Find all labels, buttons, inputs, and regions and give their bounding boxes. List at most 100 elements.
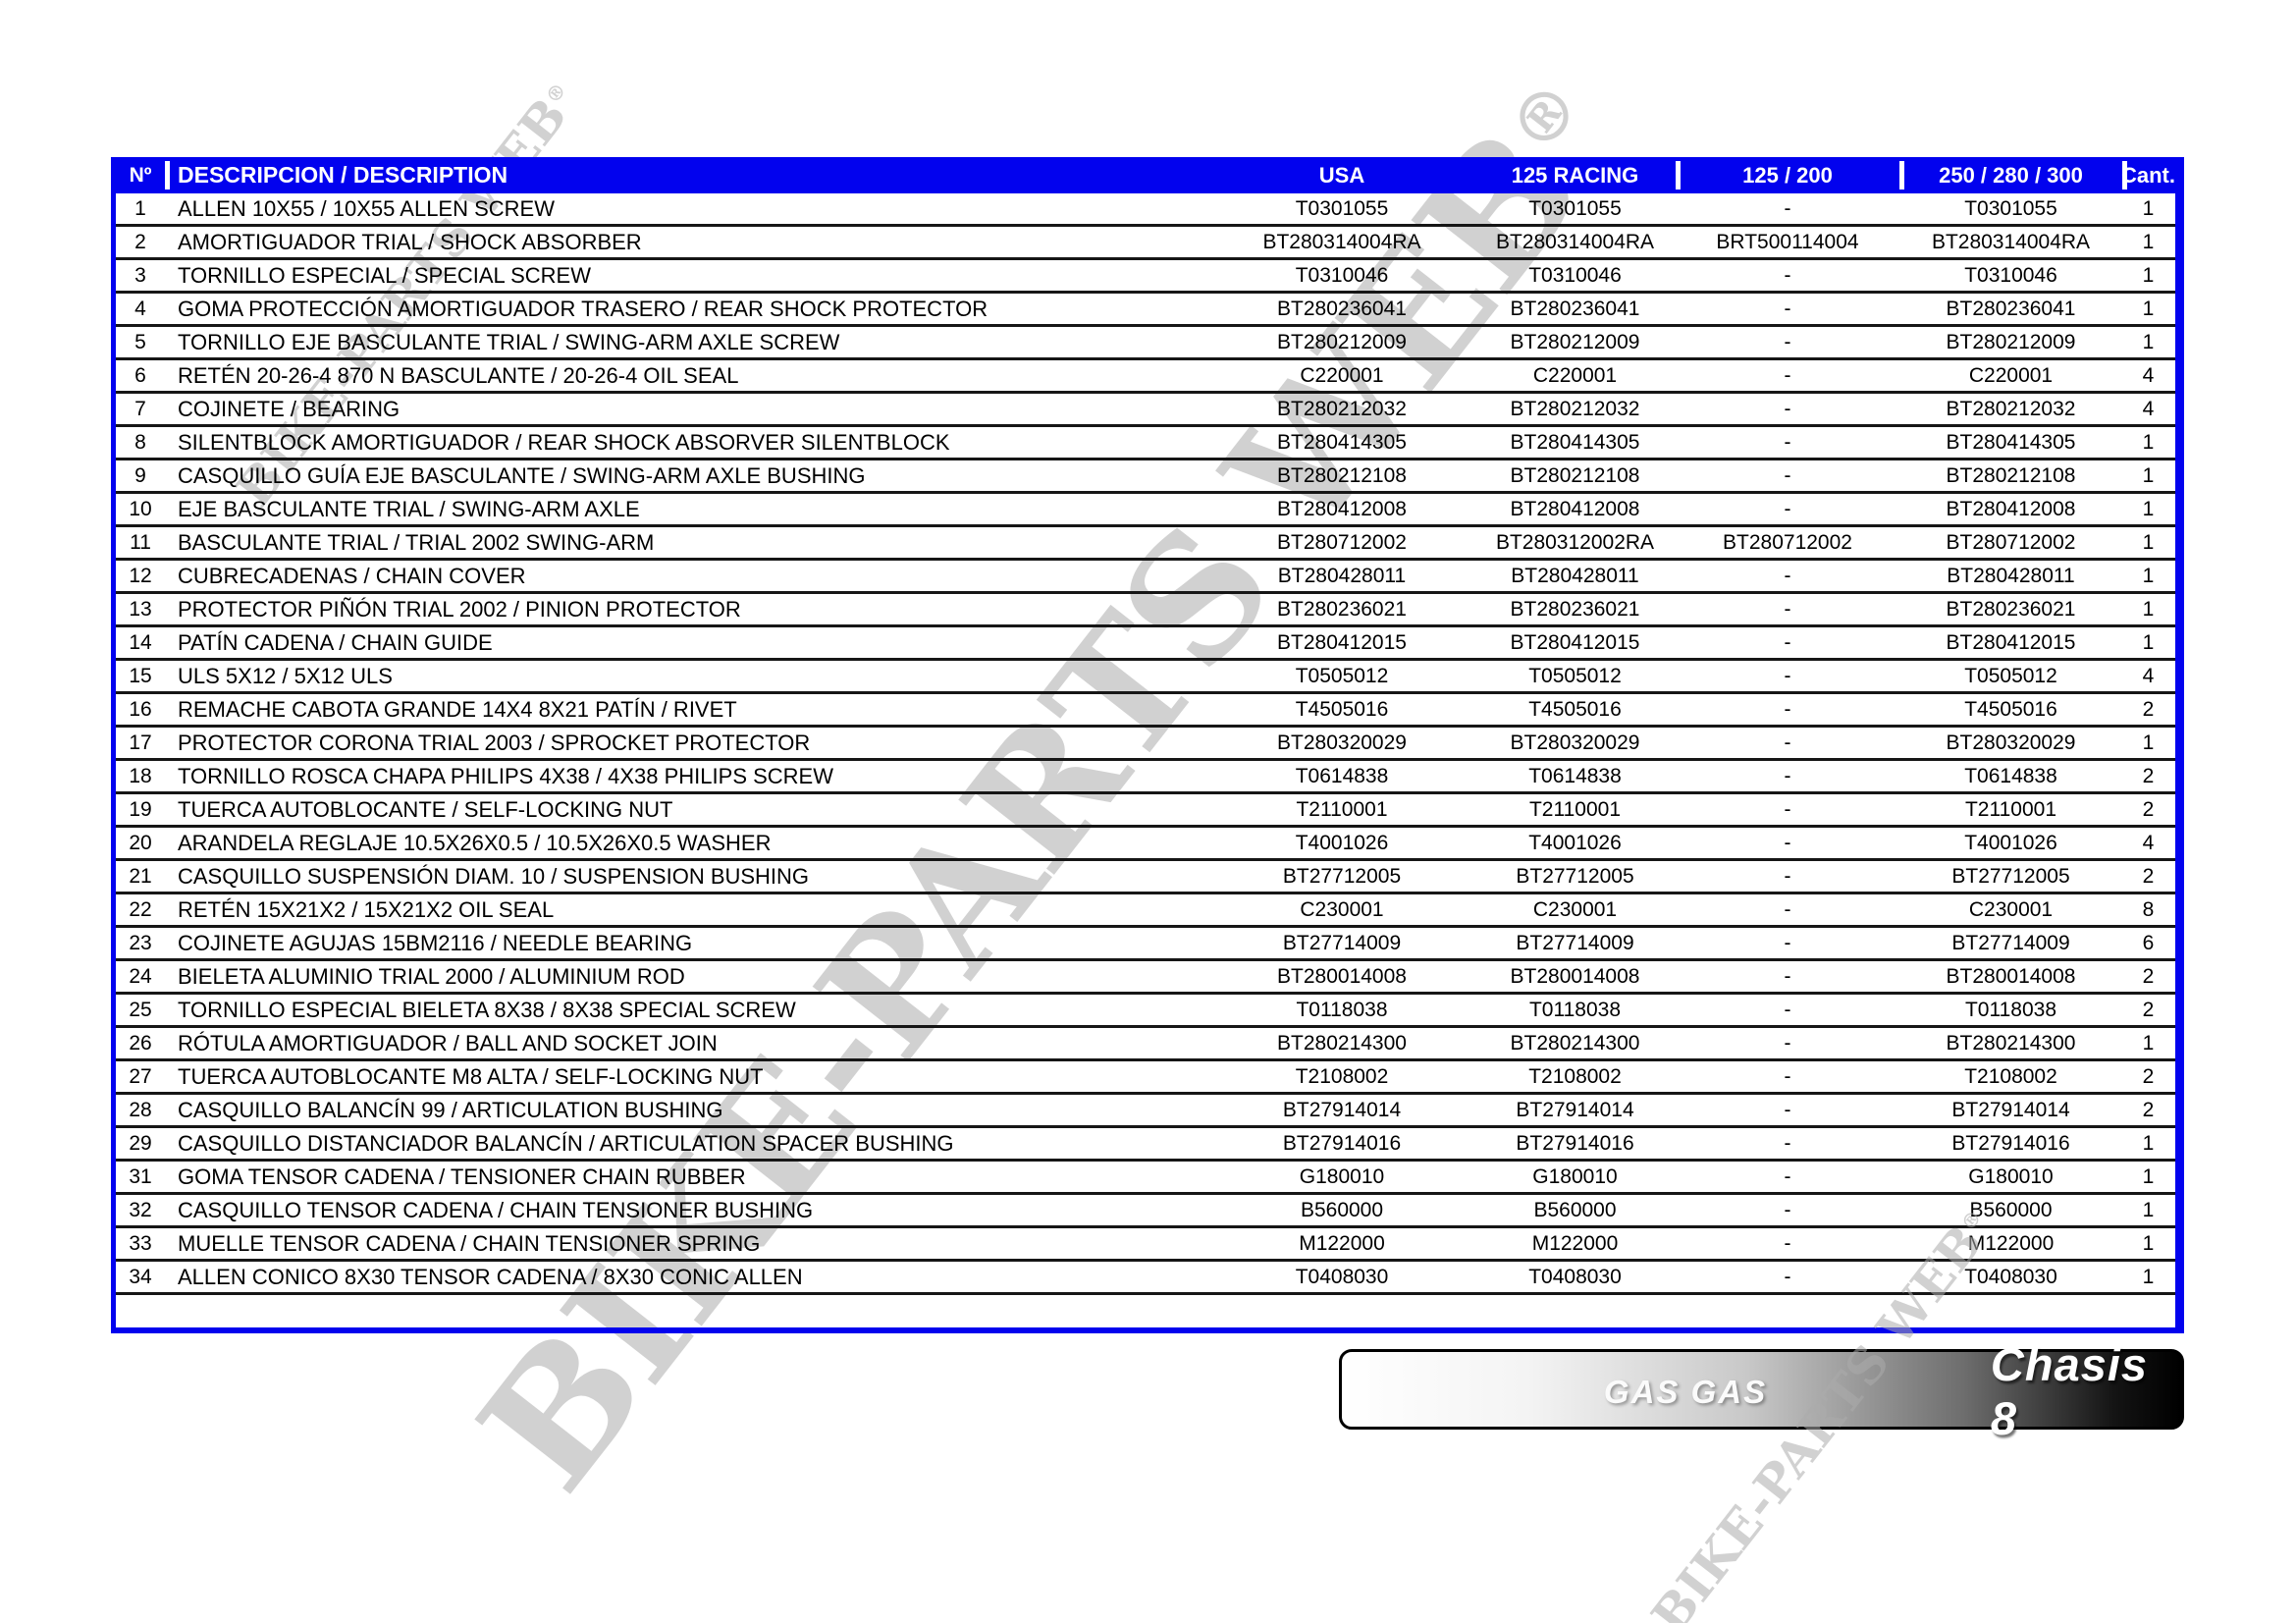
cell-125-racing: BT280320029 (1510, 730, 1640, 754)
cell-usa: BT280236021 (1277, 597, 1407, 621)
table-row: 31 GOMA TENSOR CADENA / TENSIONER CHAIN R… (116, 1162, 2175, 1195)
cell-125-racing: T0118038 (1528, 998, 1622, 1021)
cell-number: 11 (130, 530, 151, 554)
cell-description: BASCULANTE TRIAL / TRIAL 2002 SWING-ARM (178, 529, 655, 555)
cell-quantity: 2 (2142, 1098, 2155, 1121)
table-row: 4 GOMA PROTECCIÓN AMORTIGUADOR TRASERO / … (116, 294, 2175, 327)
cell-description: ARANDELA REGLAJE 10.5X26X0.5 / 10.5X26X0… (178, 830, 772, 855)
cell-250-280-300: C220001 (1968, 363, 2054, 387)
cell-250-280-300: BT280712002 (1946, 530, 2076, 554)
cell-quantity: 1 (2142, 497, 2155, 520)
cell-250-280-300: BT280412015 (1946, 630, 2076, 654)
cell-250-280-300: BT280236021 (1946, 597, 2076, 621)
cell-description: GOMA PROTECCIÓN AMORTIGUADOR TRASERO / R… (178, 296, 988, 321)
cell-125-racing: BT280212108 (1510, 463, 1640, 487)
cell-number: 25 (129, 998, 152, 1021)
cell-125-200: - (1784, 330, 1791, 353)
cell-125-200: - (1784, 1164, 1791, 1188)
cell-number: 6 (134, 363, 146, 387)
cell-quantity: 1 (2142, 1164, 2155, 1188)
cell-125-200: - (1784, 630, 1791, 654)
cell-quantity: 1 (2142, 1265, 2155, 1288)
cell-125-200: BRT500114004 (1716, 230, 1859, 253)
cell-number: 5 (134, 330, 146, 353)
cell-description: SILENTBLOCK AMORTIGUADOR / REAR SHOCK AB… (178, 429, 950, 455)
cell-quantity: 6 (2142, 931, 2155, 954)
cell-125-racing: BT280412008 (1510, 497, 1640, 520)
table-row: 14 PATÍN CADENA / CHAIN GUIDE BT280412015 B… (116, 627, 2175, 661)
table-row: 34 ALLEN CONICO 8X30 TENSOR CADENA / 8X30… (116, 1262, 2175, 1295)
table-row: 18 TORNILLO ROSCA CHAPA PHILIPS 4X38 / 4X… (116, 761, 2175, 794)
cell-125-racing: BT27712005 (1516, 864, 1634, 888)
cell-number: 7 (134, 397, 146, 420)
cell-description: CASQUILLO GUÍA EJE BASCULANTE / SWING-AR… (178, 462, 866, 488)
cell-number: 9 (134, 463, 146, 487)
table-row: 24 BIELETA ALUMINIO TRIAL 2000 / ALUMINIU… (116, 961, 2175, 995)
cell-description: AMORTIGUADOR TRIAL / SHOCK ABSORBER (178, 229, 642, 254)
cell-125-racing: M122000 (1531, 1231, 1619, 1255)
cell-250-280-300: BT280428011 (1947, 564, 2075, 587)
cell-quantity: 1 (2142, 263, 2155, 287)
cell-number: 8 (134, 430, 146, 454)
cell-125-racing: T2110001 (1528, 797, 1622, 821)
cell-250-280-300: M122000 (1967, 1231, 2055, 1255)
cell-quantity: 2 (2142, 697, 2155, 721)
cell-usa: T4001026 (1295, 831, 1389, 854)
table-row: 29 CASQUILLO DISTANCIADOR BALANCÍN / ARTI… (116, 1128, 2175, 1162)
cell-quantity: 1 (2142, 196, 2155, 220)
chassis-label: Chasis 8 (1990, 1338, 2149, 1444)
cell-number: 4 (134, 297, 146, 320)
cell-description: CASQUILLO BALANCÍN 99 / ARTICULATION BUS… (178, 1097, 723, 1122)
cell-number: 13 (129, 597, 152, 621)
cell-125-racing: T0505012 (1528, 664, 1622, 687)
cell-description: RETÉN 20-26-4 870 N BASCULANTE / 20-26-4… (178, 362, 739, 388)
cell-description: TORNILLO EJE BASCULANTE TRIAL / SWING-AR… (178, 329, 840, 354)
table-row: 23 COJINETE AGUJAS 15BM2116 / NEEDLE BEAR… (116, 928, 2175, 961)
table-row: 7 COJINETE / BEARING BT280212032 BT28021203… (116, 394, 2175, 427)
cell-usa: BT280414305 (1277, 430, 1407, 454)
table-header-row: Nº DESCRIPCION / DESCRIPTION USA 125 RAC… (116, 157, 2175, 193)
cell-description: ALLEN CONICO 8X30 TENSOR CADENA / 8X30 C… (178, 1264, 803, 1289)
cell-125-racing: T0301055 (1528, 196, 1622, 220)
cell-quantity: 4 (2142, 397, 2155, 420)
cell-quantity: 2 (2142, 1064, 2155, 1088)
cell-number: 32 (129, 1198, 152, 1221)
cell-usa: M122000 (1299, 1231, 1385, 1255)
table-row: 15 ULS 5X12 / 5X12 ULS T0505012 T0505012 - T0… (116, 661, 2175, 694)
cell-250-280-300: BT280314004RA (1931, 230, 2091, 253)
cell-125-200: - (1784, 430, 1791, 454)
cell-250-280-300: T0505012 (1964, 664, 2057, 687)
cell-number: 1 (134, 196, 146, 220)
cell-description: EJE BASCULANTE TRIAL / SWING-ARM AXLE (178, 496, 640, 521)
cell-usa: BT280212032 (1277, 397, 1407, 420)
cell-250-280-300: BT27714009 (1951, 931, 2070, 954)
cell-description: GOMA TENSOR CADENA / TENSIONER CHAIN RUB… (178, 1163, 746, 1189)
cell-250-280-300: BT27712005 (1951, 864, 2070, 888)
cell-description: RÓTULA AMORTIGUADOR / BALL AND SOCKET JO… (178, 1030, 718, 1055)
cell-description: REMACHE CABOTA GRANDE 14X4 8X21 PATÍN / … (178, 696, 737, 722)
table-row: 10 EJE BASCULANTE TRIAL / SWING-ARM AXLE B… (116, 494, 2175, 527)
gasgas-logo: GAS GAS (1603, 1374, 1768, 1410)
cell-quantity: 2 (2142, 764, 2155, 787)
cell-quantity: 4 (2142, 664, 2155, 687)
cell-125-200: BT280712002 (1723, 530, 1852, 554)
table-row: 27 TUERCA AUTOBLOCANTE M8 ALTA / SELF-LOC… (116, 1061, 2175, 1095)
cell-125-200: - (1784, 730, 1791, 754)
cell-125-racing: BT280236041 (1510, 297, 1640, 320)
cell-number: 31 (129, 1164, 152, 1188)
cell-number: 23 (129, 931, 152, 954)
cell-125-200: - (1784, 664, 1791, 687)
cell-125-racing: BT280414305 (1510, 430, 1640, 454)
table-row: 26 RÓTULA AMORTIGUADOR / BALL AND SOCKET … (116, 1028, 2175, 1061)
cell-usa: BT280314004RA (1262, 230, 1421, 253)
table-row: 11 BASCULANTE TRIAL / TRIAL 2002 SWING-AR… (116, 527, 2175, 561)
cell-usa: T2110001 (1296, 797, 1388, 821)
table-bottom-strip (116, 1295, 2175, 1327)
cell-quantity: 1 (2142, 1131, 2155, 1155)
cell-description: TUERCA AUTOBLOCANTE / SELF-LOCKING NUT (178, 796, 673, 822)
cell-usa: BT280236041 (1277, 297, 1407, 320)
cell-quantity: 1 (2142, 230, 2155, 253)
cell-description: ULS 5X12 / 5X12 ULS (178, 663, 393, 688)
cell-125-200: - (1784, 397, 1791, 420)
cell-125-200: - (1784, 931, 1791, 954)
